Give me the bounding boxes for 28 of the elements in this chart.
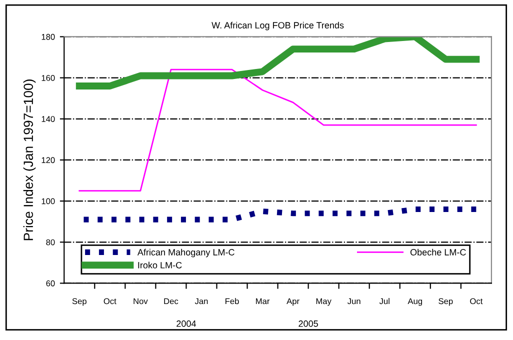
y-axis-title: Price Index (Jan 1997=100) [23, 80, 36, 240]
y-tick-label: 140 [42, 116, 55, 122]
x-tick-label: Nov [134, 298, 148, 304]
x-tick-label: Mar [256, 298, 270, 304]
text: 2005 [298, 320, 318, 327]
y-tick-label: 60 [46, 280, 55, 286]
text: 2004 [176, 320, 196, 327]
chart-title: W. African Log FOB Price Trends [212, 22, 344, 30]
legend-label: Iroko LM-C [138, 262, 182, 268]
x-tick-label: Oct [104, 298, 116, 304]
x-tick-label: Jan [194, 298, 208, 304]
legend-label: Obeche LM-C [410, 248, 466, 256]
y-tick-label: 180 [42, 34, 55, 40]
y-tick-label: 100 [42, 198, 55, 204]
x-tick-label: Oct [470, 298, 483, 304]
y-tick-label: 120 [42, 157, 55, 164]
x-tick-label: Aug [408, 298, 422, 306]
x-tick-label: Feb [226, 298, 239, 304]
x-tick-label: Apr [286, 298, 300, 306]
x-tick-label: Jul [379, 298, 390, 304]
x-tick-label: Sep [438, 298, 453, 306]
y-tick-label: 80 [46, 239, 55, 246]
x-tick-label: Jun [348, 298, 360, 304]
x-tick-label: May [316, 298, 332, 306]
x-tick-label: Sep [72, 298, 86, 306]
y-tick-label: 160 [42, 75, 55, 81]
x-tick-label: Dec [164, 298, 178, 304]
legend-label: African Mahogany LM-C [137, 248, 234, 258]
